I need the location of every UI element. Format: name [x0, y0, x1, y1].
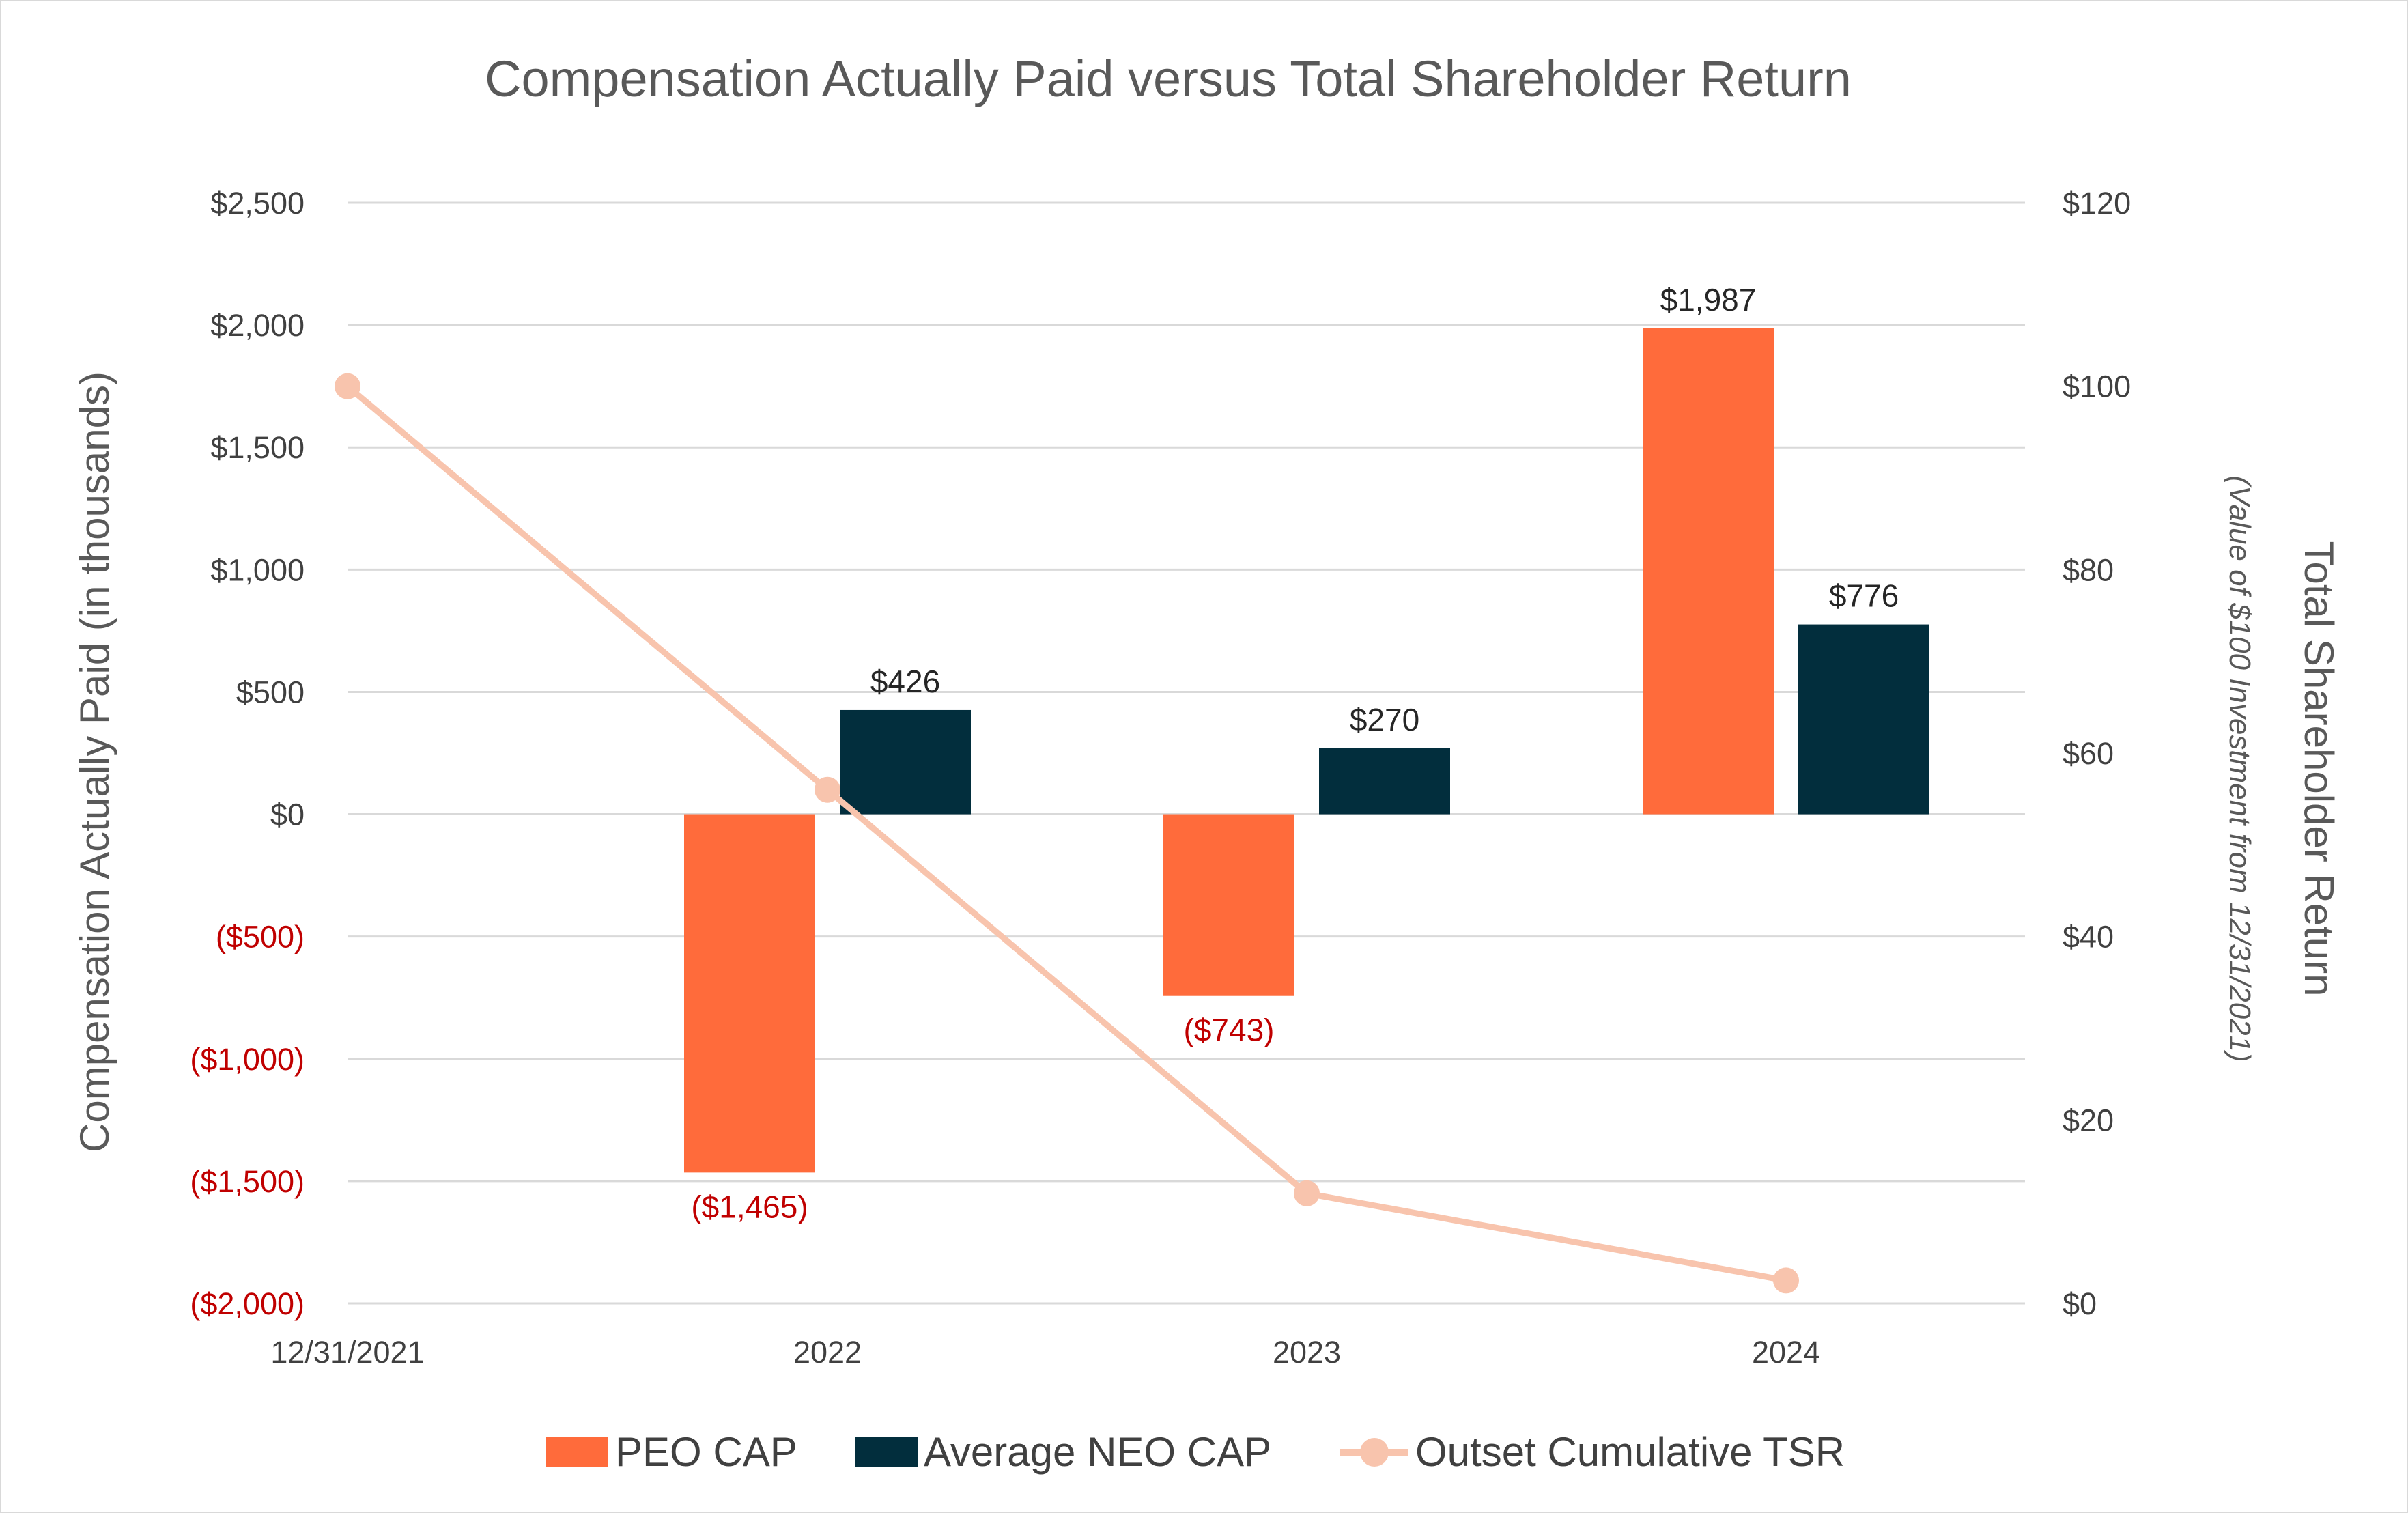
peo-cap-bar: [1643, 328, 1774, 815]
x-tick-label: 2024: [1752, 1335, 1820, 1370]
neo-cap-bar: [1319, 748, 1450, 815]
right-axis-title: Total Shareholder Return: [2296, 541, 2342, 996]
neo-cap-bar: [1798, 624, 1929, 815]
left-tick-label: $1,500: [210, 430, 304, 465]
left-tick-label: $0: [270, 797, 304, 832]
left-tick-label: $1,000: [210, 552, 304, 587]
right-tick-label: $80: [2063, 552, 2114, 587]
neo-cap-value-label: $426: [870, 664, 940, 699]
left-tick-label: $2,500: [210, 186, 304, 221]
bars: [684, 328, 1929, 1173]
data-labels: ($1,465) ($743) $1,987 $426 $270 $776: [691, 282, 1899, 1225]
left-tick-label: ($500): [216, 920, 304, 955]
legend-swatch-peo-cap: [546, 1437, 608, 1467]
x-tick-label: 12/31/2021: [270, 1335, 424, 1370]
left-axis-title: Compensation Actually Paid (in thousands…: [72, 371, 117, 1153]
right-tick-label: $20: [2063, 1103, 2114, 1137]
peo-cap-bar: [684, 814, 815, 1173]
tsr-point: [815, 776, 840, 803]
neo-cap-bar: [840, 709, 971, 815]
peo-cap-value-label: ($743): [1184, 1013, 1275, 1048]
legend: PEO CAP Average NEO CAP Outset Cumulativ…: [546, 1429, 1845, 1475]
tsr-line-path: [345, 384, 1787, 1284]
x-tick-label: 2023: [1273, 1335, 1341, 1370]
left-axis-ticks: $2,500 $2,000 $1,500 $1,000 $500 $0 ($500) ($1,…: [190, 186, 304, 1321]
right-axis-subtitle: (Value of $100 Investment from 12/31/202…: [2223, 475, 2256, 1062]
right-tick-label: $60: [2063, 736, 2114, 771]
tsr-point: [1773, 1267, 1799, 1294]
x-axis-ticks: 12/31/2021 2022 2023 2024: [270, 1335, 1820, 1370]
neo-cap-value-label: $776: [1829, 578, 1899, 614]
right-tick-label: $40: [2063, 920, 2114, 955]
right-tick-label: $0: [2063, 1286, 2097, 1321]
left-tick-label: $500: [236, 675, 304, 709]
peo-cap-bar: [1163, 814, 1294, 996]
right-axis-ticks: $120 $100 $80 $60 $40 $20 $0: [2063, 186, 2131, 1321]
tsr-point: [1294, 1180, 1320, 1206]
neo-cap-value-label: $270: [1350, 702, 1419, 737]
legend-label-neo-cap: Average NEO CAP: [924, 1429, 1271, 1475]
tsr-line: [335, 373, 1799, 1294]
tsr-point: [335, 373, 360, 399]
left-tick-label: ($2,000): [190, 1286, 304, 1321]
left-tick-label: $2,000: [210, 308, 304, 343]
left-tick-label: ($1,500): [190, 1164, 304, 1199]
x-tick-label: 2022: [793, 1335, 862, 1370]
left-tick-label: ($1,000): [190, 1042, 304, 1077]
peo-cap-value-label: ($1,465): [691, 1189, 808, 1224]
legend-swatch-neo-cap: [855, 1437, 918, 1467]
right-tick-label: $120: [2063, 186, 2131, 221]
chart-title: Compensation Actually Paid versus Total …: [485, 51, 1852, 107]
right-tick-label: $100: [2063, 369, 2131, 404]
legend-label-peo-cap: PEO CAP: [615, 1429, 797, 1475]
legend-label-tsr: Outset Cumulative TSR: [1415, 1429, 1845, 1475]
peo-cap-value-label: $1,987: [1660, 282, 1757, 317]
legend-swatch-tsr-marker: [1360, 1438, 1389, 1467]
